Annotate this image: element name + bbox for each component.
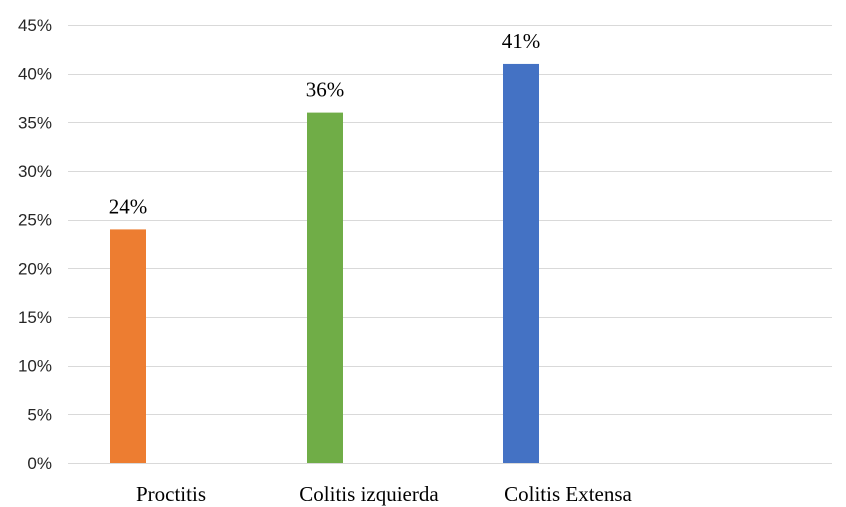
x-axis-tick-labels: Proctitis Colitis izquierda Colitis Extens… (136, 482, 633, 506)
y-tick-label: 25% (18, 211, 52, 230)
y-tick-label: 20% (18, 259, 52, 278)
y-axis-tick-labels: 0% 5% 10% 15% 20% 25% 30% 35% 40% 45% (18, 16, 52, 473)
data-labels: 24% 36% 41% (109, 29, 541, 218)
y-tick-label: 40% (18, 65, 52, 84)
x-tick-label: Colitis izquierda (299, 482, 439, 506)
y-tick-label: 10% (18, 357, 52, 376)
bar-colitis-extensa (503, 63, 539, 463)
x-tick-label: Colitis Extensa (504, 482, 632, 506)
data-label: 41% (502, 29, 541, 53)
bars (110, 63, 539, 463)
bar-colitis-izquierda (307, 112, 343, 463)
x-tick-label: Proctitis (136, 482, 206, 506)
data-label: 36% (306, 78, 345, 102)
y-tick-label: 45% (18, 16, 52, 35)
y-tick-label: 30% (18, 162, 52, 181)
y-tick-label: 5% (27, 405, 52, 424)
y-tick-label: 15% (18, 308, 52, 327)
y-tick-label: 0% (27, 454, 52, 473)
y-tick-label: 35% (18, 113, 52, 132)
gridlines (68, 25, 832, 464)
bar-proctitis (110, 229, 146, 463)
data-label: 24% (109, 194, 148, 218)
